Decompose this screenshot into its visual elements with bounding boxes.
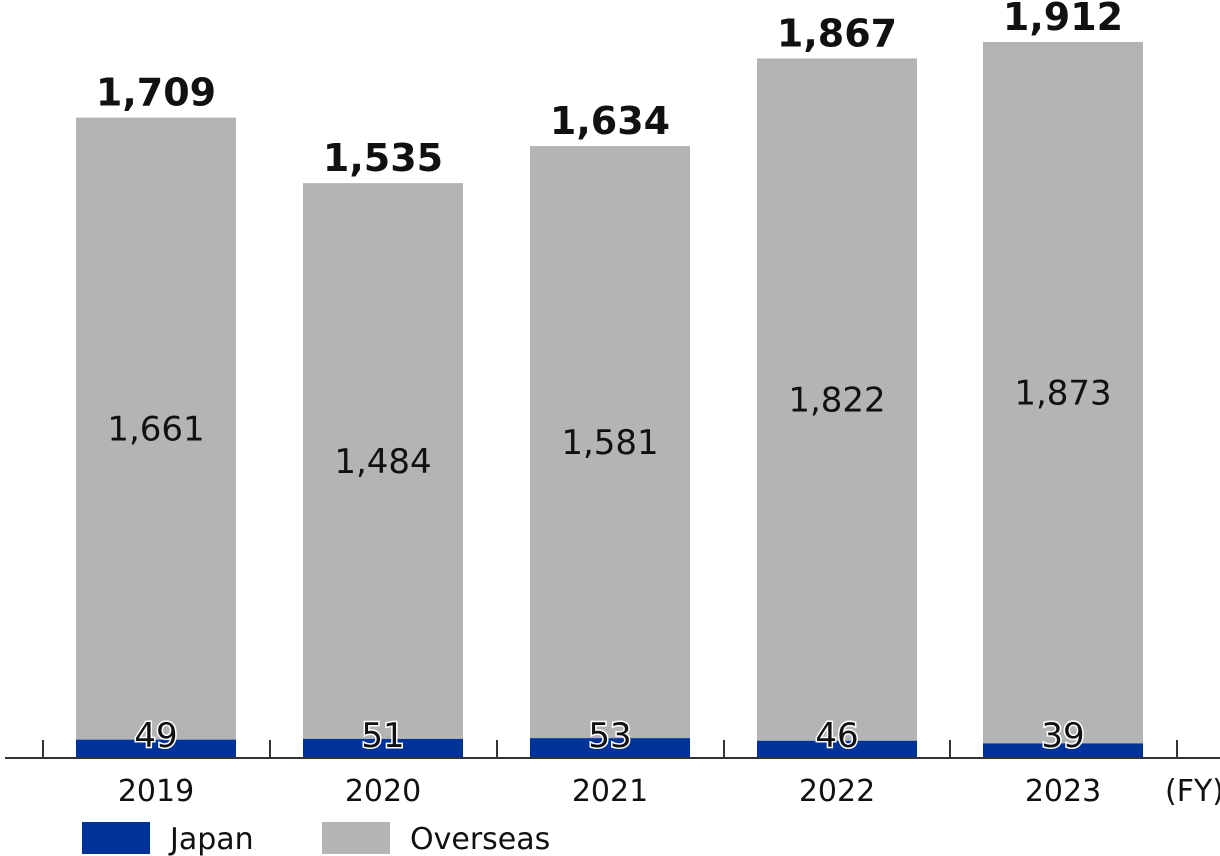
total-label-2020: 1,535 bbox=[323, 136, 443, 180]
bar-japan-2020 bbox=[303, 738, 463, 758]
japan-label-2023: 39 bbox=[1041, 716, 1084, 756]
x-tick-label-2021: 2021 bbox=[572, 774, 648, 809]
total-label-2021: 1,634 bbox=[550, 99, 670, 143]
japan-label-2020: 51 bbox=[361, 716, 404, 756]
bar-overseas-2022 bbox=[757, 58, 917, 741]
bar-japan-2021 bbox=[530, 738, 690, 758]
legend-swatch-overseas bbox=[322, 822, 390, 854]
japan-label-2019: 49 bbox=[134, 716, 177, 756]
x-tick-label-2019: 2019 bbox=[118, 774, 194, 809]
overseas-label-2020: 1,484 bbox=[334, 442, 431, 482]
total-label-2023: 1,912 bbox=[1003, 0, 1123, 39]
bar-overseas-2023 bbox=[983, 41, 1143, 744]
x-axis-ticks bbox=[42, 740, 1178, 758]
bar-japan-2023 bbox=[983, 743, 1143, 758]
bar-japan-2022 bbox=[757, 740, 917, 758]
bars-group bbox=[76, 41, 1143, 758]
x-tick-label-2020: 2020 bbox=[345, 774, 421, 809]
japan-label-2022: 46 bbox=[815, 716, 858, 756]
legend: Japan Overseas bbox=[82, 822, 550, 856]
data-labels-group: 1,709 1,661 49 2019 1,535 1,484 51 2020 1,634 1,5… bbox=[96, 0, 1123, 809]
x-tick-label-2023: 2023 bbox=[1025, 774, 1101, 809]
legend-swatch-japan bbox=[82, 822, 150, 854]
bar-overseas-2020 bbox=[303, 183, 463, 739]
bar-overseas-2021 bbox=[530, 146, 690, 739]
overseas-label-2019: 1,661 bbox=[107, 410, 204, 450]
total-label-2019: 1,709 bbox=[96, 71, 216, 115]
japan-label-2021: 53 bbox=[588, 716, 631, 756]
bar-overseas-2019 bbox=[76, 117, 236, 740]
overseas-label-2023: 1,873 bbox=[1014, 374, 1111, 414]
bar-japan-2019 bbox=[76, 739, 236, 758]
total-label-2022: 1,867 bbox=[777, 11, 897, 55]
overseas-label-2021: 1,581 bbox=[561, 423, 658, 463]
overseas-label-2022: 1,822 bbox=[788, 381, 885, 421]
legend-label-overseas: Overseas bbox=[410, 822, 550, 856]
x-tick-label-2022: 2022 bbox=[799, 774, 875, 809]
legend-label-japan: Japan bbox=[168, 822, 254, 856]
x-axis-unit-label: (FY) bbox=[1165, 774, 1220, 809]
